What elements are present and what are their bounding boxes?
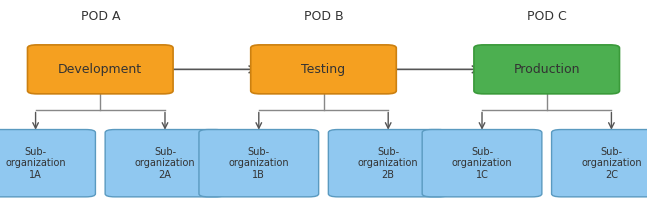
- Text: Testing: Testing: [302, 63, 345, 76]
- Text: Development: Development: [58, 63, 142, 76]
- Text: Sub-
organization
1B: Sub- organization 1B: [228, 147, 289, 180]
- FancyBboxPatch shape: [474, 45, 619, 94]
- Text: POD C: POD C: [527, 10, 567, 23]
- FancyBboxPatch shape: [27, 45, 173, 94]
- Text: Production: Production: [514, 63, 580, 76]
- FancyBboxPatch shape: [551, 130, 647, 197]
- FancyBboxPatch shape: [328, 130, 448, 197]
- FancyBboxPatch shape: [250, 45, 396, 94]
- Text: Sub-
organization
2B: Sub- organization 2B: [358, 147, 419, 180]
- FancyBboxPatch shape: [0, 130, 96, 197]
- Text: POD B: POD B: [303, 10, 344, 23]
- FancyBboxPatch shape: [422, 130, 542, 197]
- FancyBboxPatch shape: [105, 130, 225, 197]
- Text: Sub-
organization
1A: Sub- organization 1A: [5, 147, 66, 180]
- Text: POD A: POD A: [80, 10, 120, 23]
- Text: Sub-
organization
1C: Sub- organization 1C: [452, 147, 512, 180]
- FancyBboxPatch shape: [199, 130, 318, 197]
- Text: Sub-
organization
2A: Sub- organization 2A: [135, 147, 195, 180]
- Text: Sub-
organization
2C: Sub- organization 2C: [581, 147, 642, 180]
